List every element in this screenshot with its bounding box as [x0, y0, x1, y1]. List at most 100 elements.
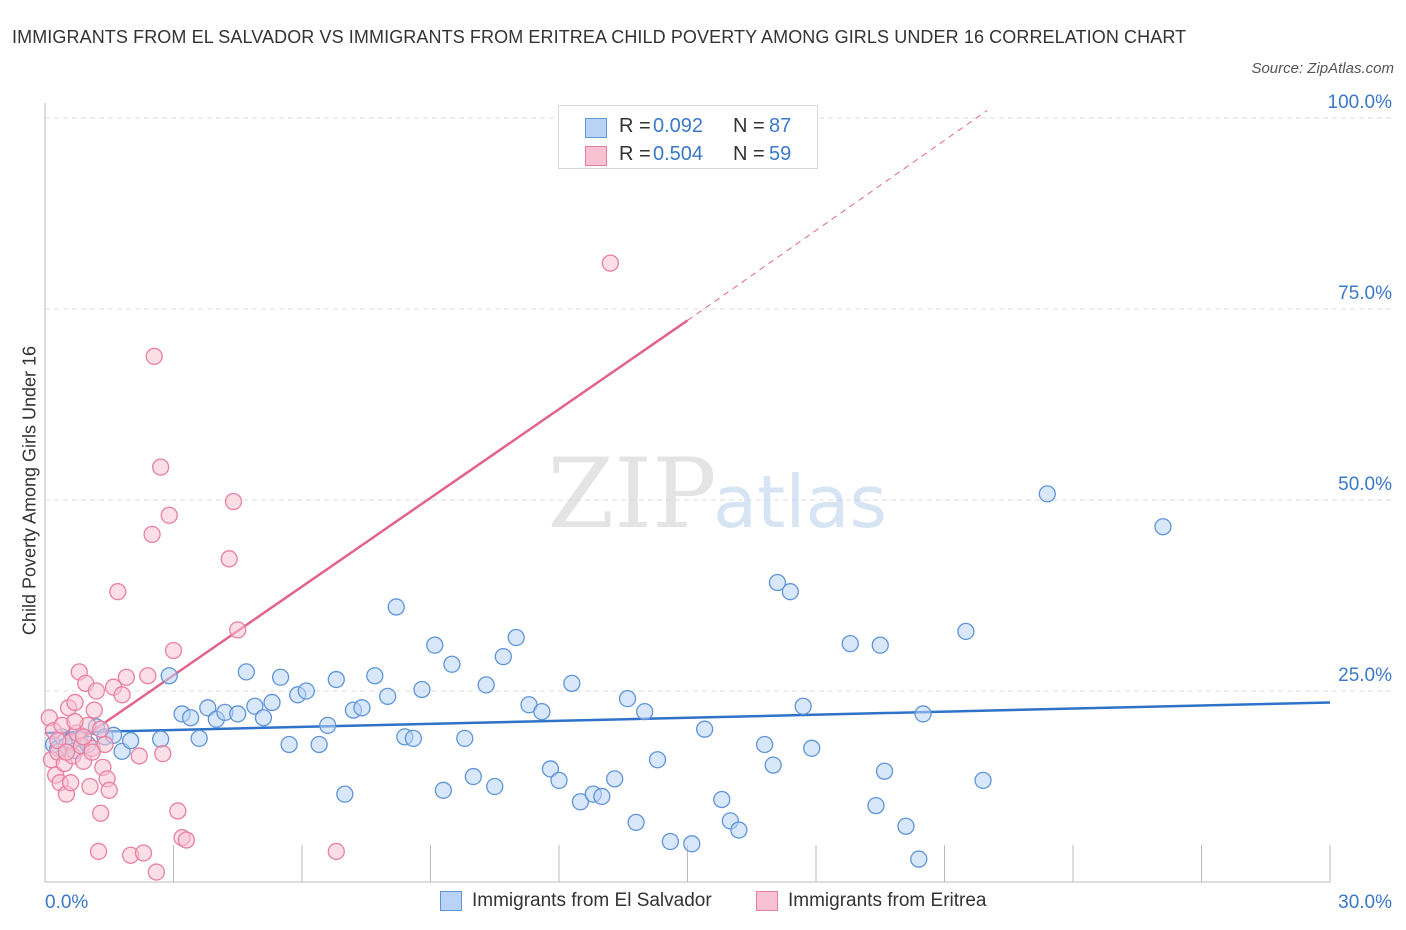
trend-lines — [44, 109, 1331, 754]
point-eritrea — [113, 686, 131, 704]
point-eritrea — [224, 492, 243, 511]
n-value: 87 — [769, 115, 792, 137]
point-el-salvador — [1154, 518, 1172, 536]
point-el-salvador — [957, 622, 975, 641]
point-el-salvador — [648, 751, 667, 769]
point-el-salvador — [190, 729, 208, 748]
stats-row-el-salvador: R = 0.092 N = 87 — [559, 112, 817, 140]
point-el-salvador — [841, 634, 859, 653]
r-value: 0.504 — [653, 143, 704, 165]
point-el-salvador — [237, 663, 255, 681]
point-el-salvador — [867, 796, 885, 815]
legend-swatch-blue — [585, 118, 607, 138]
point-eritrea — [143, 525, 161, 544]
legend-swatch-pink — [585, 146, 607, 166]
point-eritrea — [87, 682, 106, 700]
legend-label: Immigrants from El Salvador — [472, 890, 712, 911]
point-el-salvador — [661, 832, 680, 851]
point-eritrea — [81, 777, 99, 796]
point-eritrea — [92, 804, 110, 822]
point-el-salvador — [571, 793, 590, 811]
y-tick-label: 100.0% — [1328, 92, 1393, 113]
point-el-salvador — [636, 702, 654, 721]
point-el-salvador — [434, 781, 453, 799]
point-eritrea — [601, 254, 620, 272]
point-el-salvador — [319, 716, 337, 735]
point-el-salvador — [443, 655, 461, 673]
point-el-salvador — [366, 667, 384, 685]
legend-swatch-pink — [756, 891, 778, 911]
point-eritrea — [89, 842, 108, 861]
point-el-salvador — [336, 785, 354, 803]
point-eritrea — [147, 863, 166, 881]
point-el-salvador — [151, 730, 170, 748]
point-el-salvador — [413, 680, 431, 699]
point-el-salvador — [897, 817, 915, 835]
point-el-salvador — [713, 790, 731, 809]
point-el-salvador — [477, 676, 495, 694]
point-el-salvador — [764, 756, 782, 774]
y-tick-label: 50.0% — [1338, 474, 1392, 495]
point-eritrea — [117, 668, 136, 686]
point-el-salvador — [160, 667, 178, 685]
point-eritrea — [151, 458, 170, 476]
point-eritrea — [327, 842, 345, 861]
data-points — [40, 254, 1172, 881]
point-el-salvador — [464, 767, 482, 786]
point-eritrea — [229, 621, 247, 639]
point-eritrea — [85, 701, 103, 719]
point-el-salvador — [379, 687, 397, 705]
legend-label: Immigrants from Eritrea — [788, 890, 987, 911]
point-el-salvador — [229, 705, 247, 723]
point-eritrea — [134, 844, 153, 862]
point-el-salvador — [1038, 485, 1056, 503]
point-el-salvador — [627, 813, 645, 832]
y-axis-label: Child Poverty Among Girls Under 16 — [19, 345, 40, 636]
point-el-salvador — [327, 670, 345, 689]
point-el-salvador — [494, 647, 512, 666]
point-eritrea — [83, 743, 101, 761]
point-el-salvador — [353, 699, 371, 717]
point-eritrea — [220, 550, 238, 568]
point-el-salvador — [695, 720, 714, 738]
tick-labels: 25.0% 50.0% 75.0% 100.0% 0.0% 30.0% — [45, 92, 1392, 913]
point-eritrea — [177, 831, 196, 849]
trendline-el-salvador — [44, 701, 1331, 735]
x-tick-label: 0.0% — [45, 892, 88, 913]
stats-legend: R = 0.092 N = 87 R = 0.504 N = 59 — [558, 105, 818, 169]
point-el-salvador — [914, 705, 932, 723]
watermark-zip: ZIP — [547, 438, 716, 550]
x-tick-label: 30.0% — [1338, 892, 1392, 913]
point-el-salvador — [426, 636, 444, 654]
point-el-salvador — [974, 771, 992, 790]
n-label: N = — [733, 143, 765, 165]
point-el-salvador — [618, 689, 637, 708]
point-el-salvador — [768, 573, 787, 592]
point-el-salvador — [456, 729, 474, 748]
n-value: 59 — [769, 143, 792, 165]
point-el-salvador — [593, 787, 611, 806]
point-el-salvador — [404, 729, 423, 748]
r-label: R = — [619, 115, 651, 137]
y-tick-label: 25.0% — [1338, 665, 1392, 686]
point-el-salvador — [730, 821, 748, 839]
point-eritrea — [74, 728, 93, 746]
source-label: Source: ZipAtlas.com — [1251, 60, 1394, 77]
point-el-salvador — [271, 668, 290, 686]
point-el-salvador — [803, 739, 821, 757]
chart-title: IMMIGRANTS FROM EL SALVADOR VS IMMIGRANT… — [12, 27, 1187, 47]
point-el-salvador — [541, 760, 560, 778]
point-eritrea — [109, 583, 127, 601]
point-eritrea — [66, 693, 84, 712]
point-el-salvador — [910, 850, 928, 868]
point-el-salvador — [280, 735, 298, 754]
point-el-salvador — [550, 771, 568, 790]
point-el-salvador — [246, 697, 264, 715]
point-el-salvador — [875, 762, 894, 780]
point-el-salvador — [486, 777, 504, 796]
point-el-salvador — [297, 682, 315, 700]
point-el-salvador — [781, 583, 799, 601]
point-el-salvador — [563, 674, 581, 693]
point-el-salvador — [507, 628, 525, 647]
